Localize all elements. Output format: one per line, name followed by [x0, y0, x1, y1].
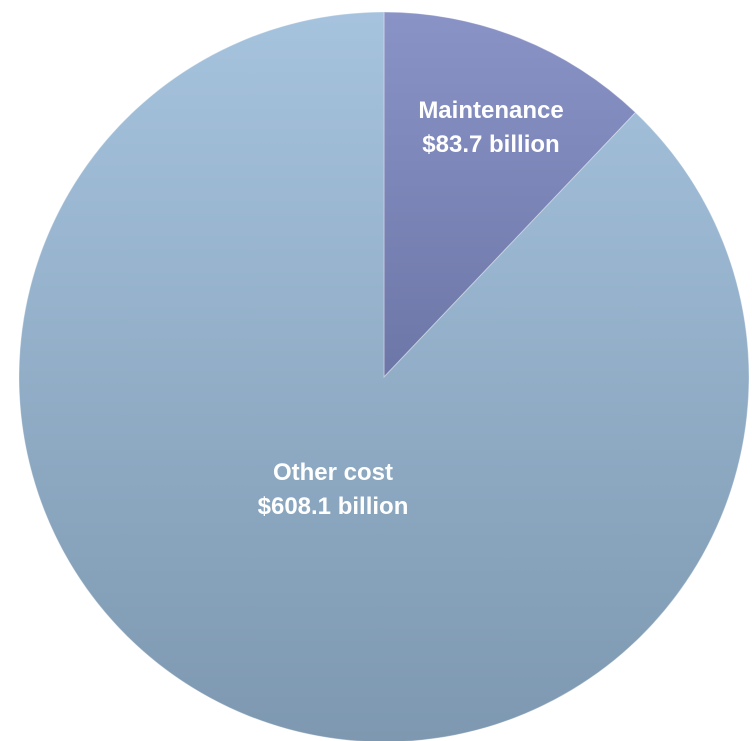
- slices-layer: [18, 11, 750, 741]
- slice-label-other-cost: Other cost: [273, 459, 393, 486]
- pie-slice-other-cost: [18, 11, 750, 741]
- slice-label-maintenance: Maintenance: [418, 97, 563, 124]
- slice-value-maintenance: $83.7 billion: [422, 131, 559, 158]
- pie-slice-maintenance: [383, 11, 637, 379]
- slice-value-other-cost: $608.1 billion: [258, 493, 409, 520]
- labels-layer: Maintenance $83.7 billion Other cost $608.1…: [258, 97, 564, 520]
